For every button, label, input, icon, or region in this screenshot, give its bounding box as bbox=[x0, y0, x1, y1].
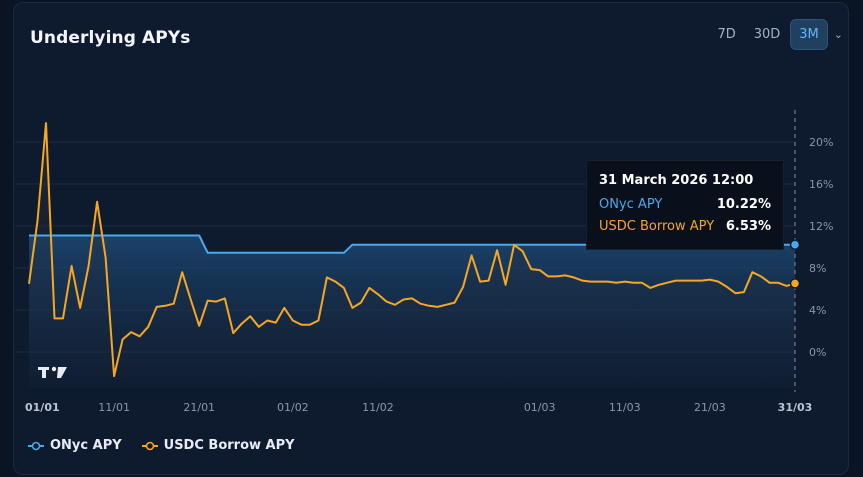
tooltip-title: 31 March 2026 12:00 bbox=[599, 173, 754, 188]
x-tick-label: 11/03 bbox=[609, 401, 641, 414]
x-tick-label: 21/01 bbox=[183, 401, 215, 414]
x-tick-label: 01/03 bbox=[524, 401, 556, 414]
y-tick-label: 12% bbox=[809, 220, 833, 233]
tooltip-onyc-label: ONyc APY bbox=[599, 197, 663, 212]
x-tick-label: 31/03 bbox=[778, 401, 813, 414]
chart-legend: ONyc APY USDC Borrow APY bbox=[28, 438, 295, 453]
chevron-down-icon[interactable]: ⌄ bbox=[833, 28, 843, 41]
tooltip-usdc-label: USDC Borrow APY bbox=[599, 219, 715, 234]
onyc-legend-icon bbox=[28, 441, 44, 451]
y-axis: 20% 16% 12% 8% 4% 0% bbox=[809, 136, 833, 359]
y-tick-label: 0% bbox=[809, 346, 826, 359]
x-axis: 01/01 11/01 21/01 01/02 11/02 01/03 11/03 21/03… bbox=[25, 401, 812, 414]
usdc-legend-icon bbox=[141, 441, 158, 451]
chart-markers bbox=[789, 239, 801, 289]
x-tick-label: 21/03 bbox=[694, 401, 726, 414]
x-tick-label: 11/01 bbox=[98, 401, 130, 414]
tooltip-row-usdc: USDC Borrow APY 6.53% bbox=[599, 219, 771, 234]
y-tick-label: 16% bbox=[809, 178, 833, 191]
range-7d-button[interactable]: 7D bbox=[717, 27, 736, 42]
legend-item-onyc[interactable]: ONyc APY bbox=[28, 438, 122, 453]
y-tick-label: 4% bbox=[809, 304, 826, 317]
range-3m-button[interactable]: 3M bbox=[790, 19, 828, 50]
x-tick-label: 01/02 bbox=[277, 401, 309, 414]
usdc-series-line bbox=[28, 122, 796, 378]
tooltip-onyc-value: 10.22% bbox=[716, 197, 771, 212]
chart-areas bbox=[29, 123, 795, 388]
range-30d-button[interactable]: 30D bbox=[753, 27, 781, 42]
x-tick-label: 01/01 bbox=[25, 401, 60, 414]
legend-label-onyc: ONyc APY bbox=[50, 438, 122, 453]
y-tick-label: 20% bbox=[809, 136, 833, 149]
x-tick-label: 11/02 bbox=[362, 401, 394, 414]
chart-tooltip: 31 March 2026 12:00 ONyc APY 10.22% USDC… bbox=[586, 160, 784, 250]
legend-label-usdc: USDC Borrow APY bbox=[163, 438, 295, 453]
tradingview-logo bbox=[38, 366, 67, 378]
chart-title: Underlying APYs bbox=[30, 28, 191, 48]
legend-item-usdc[interactable]: USDC Borrow APY bbox=[141, 438, 295, 453]
y-tick-label: 8% bbox=[809, 262, 826, 275]
usdc-point-marker bbox=[789, 278, 801, 289]
tooltip-row-onyc: ONyc APY 10.22% bbox=[599, 197, 771, 212]
tooltip-usdc-value: 6.53% bbox=[725, 219, 771, 234]
range-selector: 7D 30D 3M ⌄ bbox=[709, 19, 843, 50]
onyc-point-marker bbox=[789, 239, 801, 250]
usdc-area bbox=[29, 123, 795, 388]
